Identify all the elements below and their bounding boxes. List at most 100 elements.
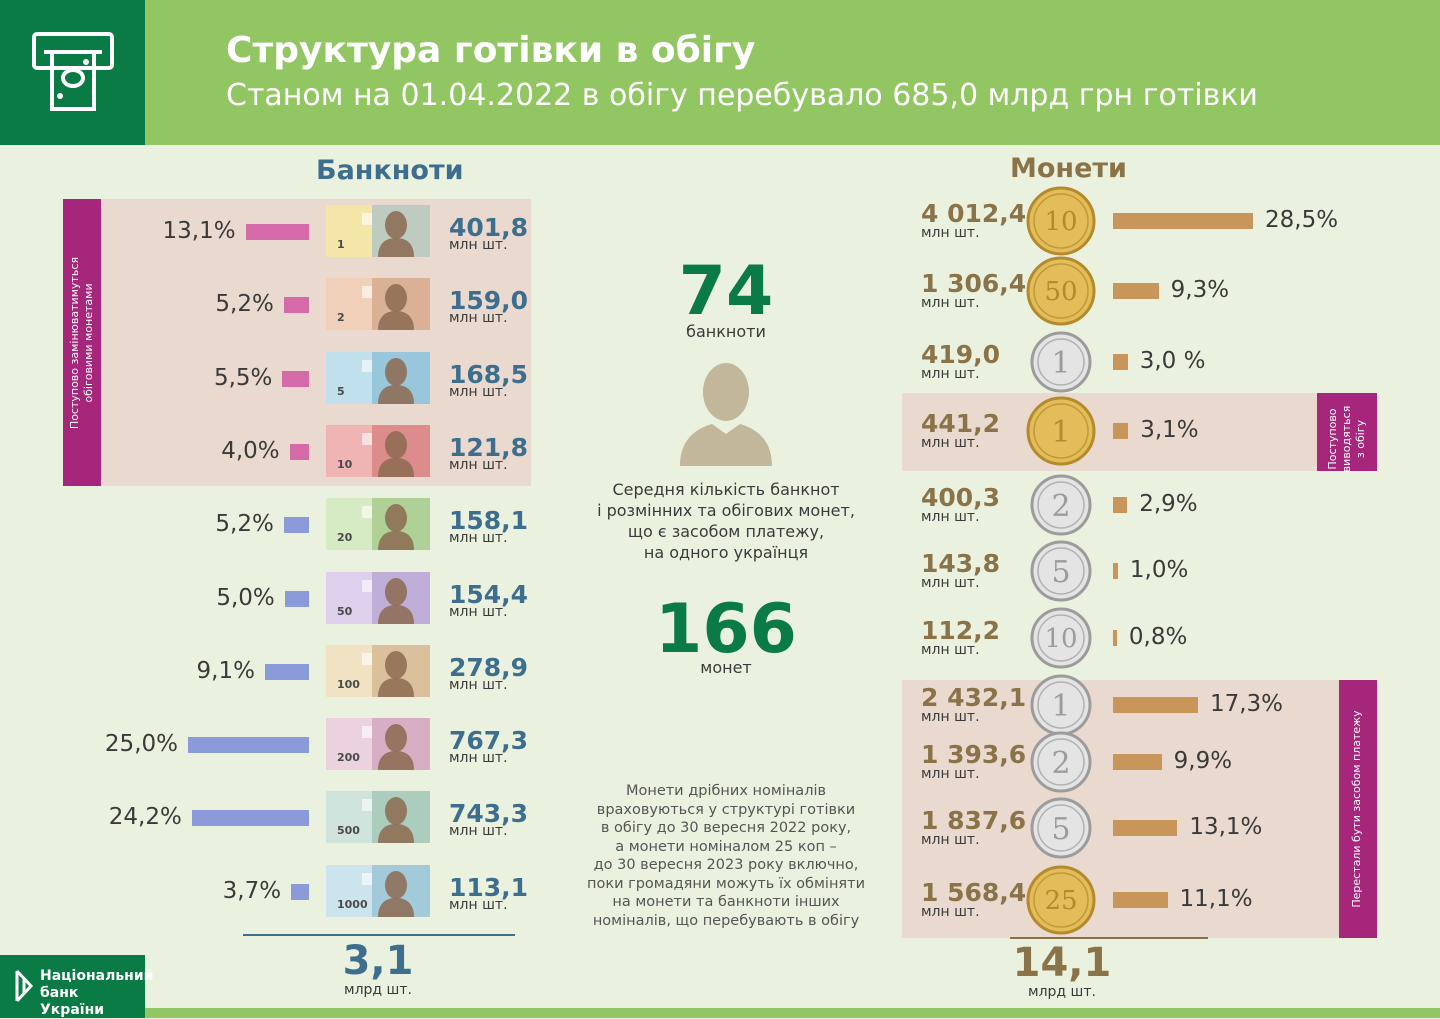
banknote-denomination: 50 <box>337 604 353 618</box>
svg-text:25: 25 <box>1044 886 1077 916</box>
coin-bar <box>1113 283 1159 299</box>
coin-group1-bg <box>902 393 1377 471</box>
cash-banknote-icon <box>32 32 114 111</box>
coin-count-unit: млн шт. <box>921 832 980 848</box>
coin-bar <box>1113 423 1129 439</box>
banknote-denomination: 1000 <box>337 897 368 911</box>
banknote-image <box>326 791 430 844</box>
banknote-count-unit: млн шт. <box>449 456 508 473</box>
nbu-logo-box <box>0 955 145 1018</box>
gold-coin-image: 25 <box>1026 865 1096 935</box>
coins-title: Монети <box>1010 153 1127 184</box>
coin-bar <box>1113 563 1118 579</box>
banknote-bar <box>188 737 309 754</box>
coin-count: 143,8 <box>921 549 1001 578</box>
coin-count: 2 432,1 <box>921 683 1027 712</box>
header-band <box>0 0 1440 145</box>
banknote-count-unit: млн шт. <box>449 750 508 767</box>
nbu-emblem-icon <box>15 969 34 1003</box>
svg-text:50: 50 <box>1044 277 1077 307</box>
banknote-image <box>326 644 430 697</box>
per-person-description: Середня кількість банкнот і розмінних та … <box>597 480 855 562</box>
banknote-image <box>326 571 430 624</box>
banknote-image <box>326 498 430 551</box>
banknote-count: 113,1 <box>449 872 529 902</box>
coin-total: 14,1 <box>1012 940 1112 986</box>
banknote-count: 159,0 <box>449 286 529 316</box>
banknote-bar <box>282 370 309 387</box>
coin-bar <box>1113 892 1168 908</box>
svg-text:2: 2 <box>1051 489 1070 524</box>
banknote-count-unit: млн шт. <box>449 896 508 913</box>
silver-coin-image: 2 <box>1030 731 1092 793</box>
nbu-name: Національний банк України <box>40 968 154 1018</box>
coin-total-divider <box>1010 937 1208 939</box>
coin-group2-band <box>1339 680 1377 938</box>
banknote-image <box>326 351 430 404</box>
banknote-count: 401,8 <box>449 213 529 242</box>
coin-count: 400,3 <box>921 483 1001 512</box>
banknote-total: 3,1 <box>342 938 414 984</box>
banknote-image <box>326 718 430 771</box>
banknote-bar <box>283 297 309 314</box>
banknote-image <box>326 278 430 331</box>
banknote-bar <box>191 810 309 827</box>
coin-count: 4 012,4 <box>921 199 1027 228</box>
page-subtitle: Станом на 01.04.2022 в обігу перебувало … <box>226 78 1258 113</box>
banknote-count-unit: млн шт. <box>449 823 508 840</box>
banknote-count-unit: млн шт. <box>449 603 508 620</box>
coin-count-unit: млн шт. <box>921 766 980 782</box>
banknotes-per-person-label: банкноти <box>686 322 766 341</box>
banknote-share-label: 9,1% <box>196 657 255 684</box>
banknotes-title: Банкноти <box>316 155 464 186</box>
person-silhouette-icon <box>680 363 772 466</box>
banknote-group-bg <box>63 199 531 486</box>
banknote-image <box>326 205 430 257</box>
coin-bar <box>1113 630 1117 646</box>
coin-share-label: 1,0% <box>1129 557 1189 583</box>
coins-per-person: 166 <box>655 590 797 669</box>
coin-bar <box>1113 820 1178 836</box>
banknote-count-unit: млн шт. <box>449 310 508 327</box>
coin-count: 112,2 <box>921 616 1001 645</box>
banknote-share-label: 25,0% <box>104 731 178 758</box>
coin-share-label: 11,1% <box>1179 886 1253 912</box>
banknote-count: 168,5 <box>449 359 529 389</box>
banknote-count: 121,8 <box>449 432 529 462</box>
banknote-share-label: 4,0% <box>221 437 280 464</box>
coin-count: 1 306,4 <box>921 269 1027 298</box>
coin-share-label: 2,9% <box>1139 491 1198 517</box>
svg-text:10: 10 <box>1044 207 1077 237</box>
banknote-share-label: 3,7% <box>222 877 282 904</box>
banknote-denomination: 10 <box>337 457 353 471</box>
coin-share-label: 13,1% <box>1189 814 1263 840</box>
silver-coin-image: 10 <box>1030 607 1092 669</box>
gold-coin-image: 10 <box>1026 186 1096 256</box>
svg-text:5: 5 <box>1051 812 1070 847</box>
svg-text:2: 2 <box>1051 746 1070 781</box>
banknote-bar <box>291 883 309 900</box>
banknote-bar <box>289 443 309 460</box>
banknote-denomination: 20 <box>337 531 353 545</box>
banknote-share-label: 5,0% <box>216 584 275 611</box>
coin-count-unit: млн шт. <box>921 509 980 525</box>
silver-coin-image: 5 <box>1030 797 1092 859</box>
coin-count: 419,0 <box>921 340 1001 369</box>
coin-share-label: 9,3% <box>1170 277 1230 303</box>
coin-count-unit: млн шт. <box>921 709 980 725</box>
banknote-share-label: 5,2% <box>215 291 274 318</box>
coin-group1-label: Поступово виводяться з обігу <box>1326 405 1367 473</box>
svg-text:1: 1 <box>1051 689 1070 724</box>
banknote-share-label: 5,2% <box>215 511 274 538</box>
banknote-denomination: 5 <box>337 384 345 398</box>
banknote-count: 158,1 <box>449 506 529 536</box>
coin-count-unit: млн шт. <box>921 575 980 591</box>
coin-count-unit: млн шт. <box>921 642 980 658</box>
svg-text:1: 1 <box>1051 415 1070 450</box>
banknote-bar <box>245 224 309 240</box>
silver-coin-image: 5 <box>1030 540 1092 602</box>
gold-coin-image: 1 <box>1026 396 1096 466</box>
silver-coin-image: 1 <box>1030 331 1092 393</box>
coin-bar <box>1113 754 1162 770</box>
banknote-count-unit: млн шт. <box>449 530 508 547</box>
